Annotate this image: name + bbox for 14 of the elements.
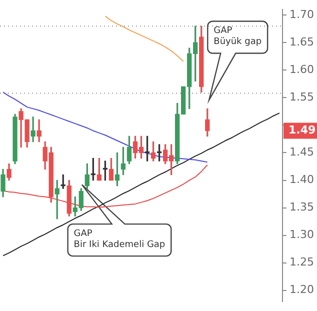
y-tick-label: 1.25 xyxy=(290,256,314,269)
annotation: GAP Bir Iki Kademeli Gap xyxy=(74,228,166,250)
y-tick-label: 1.45 xyxy=(290,146,314,159)
y-tick-label: 1.55 xyxy=(290,90,314,104)
annotation: 1.49 xyxy=(288,124,316,137)
y-tick-label: 1.60 xyxy=(290,63,314,76)
annotation: GAP Büyük gap xyxy=(214,26,262,48)
y-tick-label: 1.65 xyxy=(290,35,314,48)
y-tick-label: 1.40 xyxy=(290,173,314,186)
candlestick xyxy=(30,116,36,142)
y-tick-label: 1.20 xyxy=(290,283,314,296)
y-tick-label: 1.70 xyxy=(290,8,314,21)
y-tick-label: 1.30 xyxy=(290,228,314,242)
y-tick-label: 1.35 xyxy=(290,200,314,214)
